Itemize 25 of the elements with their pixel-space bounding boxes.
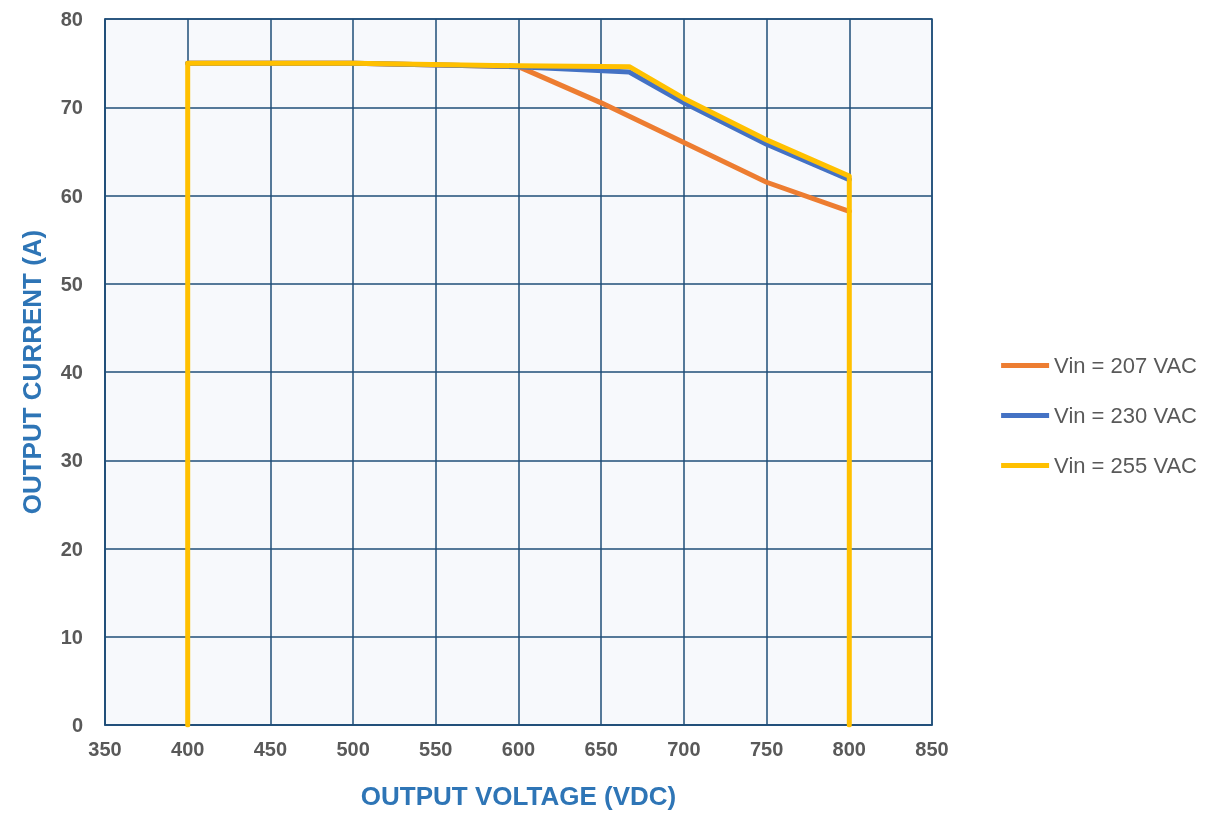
y-tick-label: 40	[60, 361, 83, 383]
x-tick-label: 650	[584, 738, 618, 760]
x-tick-label: 450	[253, 738, 288, 760]
x-tick-label: 600	[501, 738, 536, 760]
x-tick-label: 500	[336, 738, 370, 760]
y-tick-label: 30	[60, 449, 83, 472]
x-tick-label: 350	[88, 738, 122, 760]
legend-label: Vin = 230 VAC	[1054, 403, 1198, 428]
x-tick-label: 550	[419, 738, 453, 760]
y-tick-label: 60	[60, 184, 83, 207]
y-tick-label: 70	[60, 96, 83, 119]
y-tick-label: 0	[71, 714, 83, 736]
x-tick-label: 850	[915, 738, 949, 760]
x-axis-title: OUTPUT VOLTAGE (VDC)	[360, 781, 677, 811]
y-axis-title: OUTPUT CURRENT (A)	[17, 229, 47, 515]
legend-label: Vin = 207 VAC	[1054, 353, 1198, 378]
x-tick-label: 750	[749, 738, 784, 760]
y-tick-label: 50	[60, 272, 83, 295]
x-tick-label: 400	[171, 738, 205, 760]
x-tick-label: 700	[667, 738, 701, 760]
y-tick-label: 10	[60, 625, 83, 648]
x-tick-label: 800	[832, 738, 866, 760]
y-tick-label: 20	[60, 537, 83, 560]
legend-label: Vin = 255 VAC	[1054, 453, 1198, 478]
y-tick-label: 80	[60, 8, 83, 30]
